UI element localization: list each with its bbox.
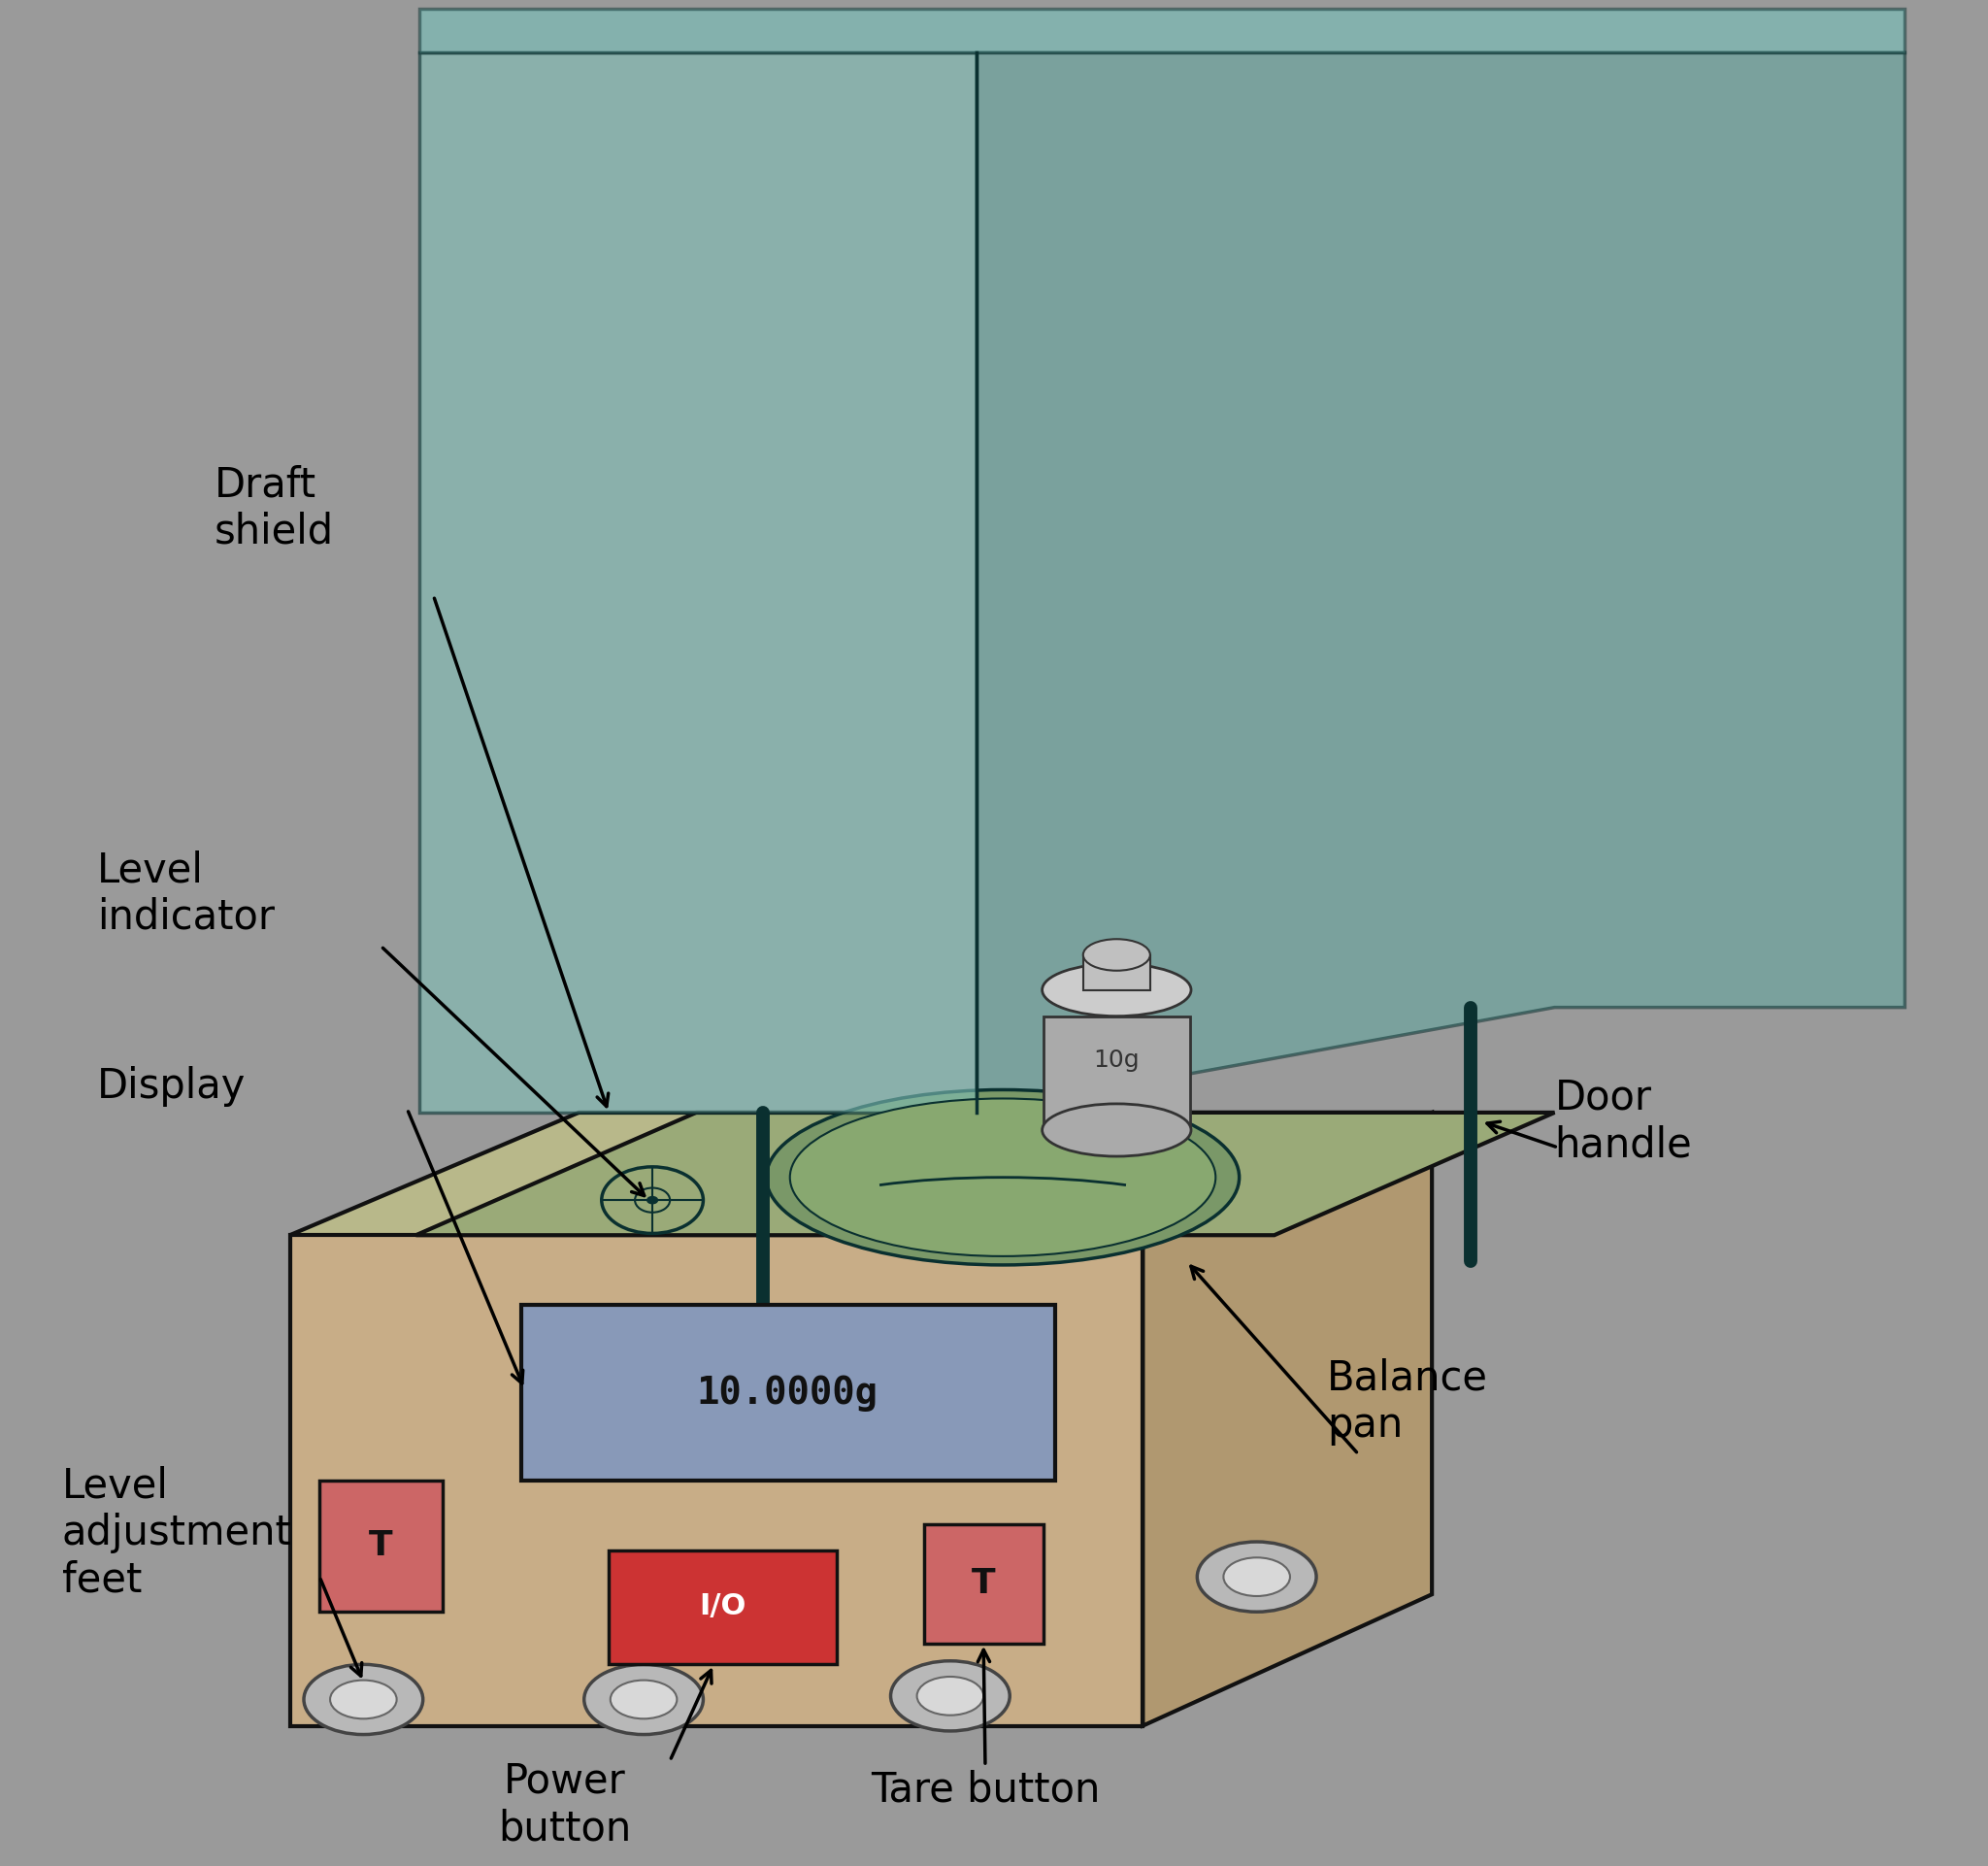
Ellipse shape [330, 1679, 398, 1719]
Polygon shape [419, 52, 976, 1112]
FancyBboxPatch shape [608, 1551, 837, 1664]
Polygon shape [290, 1235, 1143, 1726]
Ellipse shape [1197, 1541, 1316, 1612]
Text: Level
indicator: Level indicator [97, 849, 274, 937]
Polygon shape [1143, 1112, 1431, 1726]
Text: Tare button: Tare button [871, 1769, 1099, 1810]
Polygon shape [1083, 955, 1151, 989]
Text: Power
button: Power button [499, 1762, 632, 1849]
Ellipse shape [1042, 963, 1191, 1017]
Text: Level
adjustment
feet: Level adjustment feet [62, 1465, 292, 1601]
Ellipse shape [1083, 939, 1151, 970]
Ellipse shape [304, 1664, 423, 1735]
Polygon shape [419, 9, 1905, 52]
Text: Balance
pan: Balance pan [1326, 1358, 1487, 1446]
Text: 10g: 10g [1093, 1049, 1139, 1071]
Text: 10.0000g: 10.0000g [696, 1375, 879, 1411]
Text: Draft
shield: Draft shield [215, 465, 334, 552]
Text: T: T [370, 1528, 394, 1562]
Ellipse shape [1223, 1558, 1290, 1595]
Polygon shape [521, 1304, 1056, 1480]
Ellipse shape [916, 1678, 984, 1715]
Ellipse shape [765, 1090, 1239, 1265]
Text: I/O: I/O [700, 1592, 746, 1622]
Text: Door
handle: Door handle [1555, 1077, 1692, 1164]
Ellipse shape [584, 1664, 704, 1735]
Polygon shape [976, 52, 1905, 1112]
Ellipse shape [891, 1661, 1010, 1732]
Polygon shape [415, 1112, 1555, 1235]
Ellipse shape [648, 1196, 658, 1204]
Text: Display: Display [97, 1065, 247, 1107]
Ellipse shape [1042, 1105, 1191, 1157]
Ellipse shape [789, 1099, 1215, 1256]
Polygon shape [1044, 1017, 1191, 1131]
FancyBboxPatch shape [924, 1525, 1044, 1644]
Ellipse shape [610, 1679, 678, 1719]
Text: T: T [972, 1567, 996, 1601]
Polygon shape [290, 1112, 1431, 1235]
FancyBboxPatch shape [320, 1480, 441, 1612]
